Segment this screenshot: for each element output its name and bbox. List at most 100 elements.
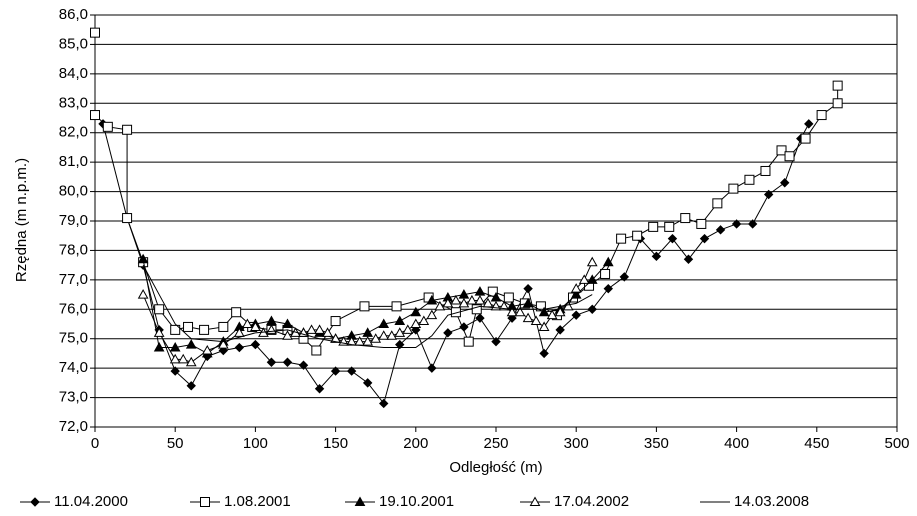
marker xyxy=(391,301,402,312)
marker xyxy=(474,294,486,305)
marker xyxy=(394,327,406,337)
y-tick-label: 83,0 xyxy=(59,94,88,111)
x-tick-label: 450 xyxy=(804,435,829,452)
y-tick-label: 85,0 xyxy=(59,35,88,52)
marker xyxy=(586,274,598,284)
marker xyxy=(298,327,309,337)
marker xyxy=(586,256,598,267)
marker xyxy=(728,183,739,194)
marker xyxy=(242,318,253,328)
marker xyxy=(410,306,422,317)
marker xyxy=(554,306,566,317)
marker xyxy=(362,336,374,346)
marker xyxy=(442,297,454,308)
marker xyxy=(298,360,309,370)
marker xyxy=(378,330,390,340)
y-tick-label: 78,0 xyxy=(59,241,88,258)
marker xyxy=(699,233,710,244)
y-tick-label: 82,0 xyxy=(59,124,88,141)
marker xyxy=(102,121,113,132)
marker xyxy=(763,189,774,200)
marker xyxy=(379,398,389,409)
marker xyxy=(715,225,726,235)
marker xyxy=(402,324,414,334)
marker xyxy=(600,268,611,279)
marker xyxy=(632,230,643,241)
marker xyxy=(776,145,787,156)
marker xyxy=(137,253,149,264)
marker xyxy=(282,357,293,367)
x-tick-label: 150 xyxy=(323,435,348,452)
marker xyxy=(154,304,165,315)
marker xyxy=(760,165,771,176)
marker xyxy=(199,324,210,335)
legend-marker xyxy=(529,496,541,506)
marker xyxy=(231,307,242,318)
marker xyxy=(153,342,165,352)
legend-label: 11.04.2000 xyxy=(54,493,128,510)
marker xyxy=(578,274,590,284)
marker xyxy=(322,327,333,337)
marker xyxy=(266,357,277,367)
x-tick-label: 200 xyxy=(403,435,428,452)
marker xyxy=(186,381,196,391)
marker xyxy=(538,306,550,317)
marker xyxy=(185,356,197,367)
marker xyxy=(530,315,542,326)
marker xyxy=(651,251,662,262)
marker xyxy=(185,339,197,349)
marker xyxy=(667,233,678,244)
marker xyxy=(683,254,694,264)
marker xyxy=(378,318,390,328)
marker xyxy=(306,324,317,334)
marker xyxy=(780,178,790,188)
marker xyxy=(370,333,382,343)
marker xyxy=(466,294,478,305)
legend-label: 17.04.2002 xyxy=(554,493,629,510)
marker xyxy=(314,384,325,394)
marker xyxy=(201,344,213,355)
marker xyxy=(832,98,843,109)
series-line xyxy=(142,261,593,363)
marker xyxy=(648,221,659,232)
marker xyxy=(386,330,398,340)
x-tick-label: 400 xyxy=(724,435,749,452)
marker xyxy=(330,316,341,327)
marker xyxy=(463,336,474,347)
marker xyxy=(359,301,370,312)
legend-marker xyxy=(30,497,40,507)
marker xyxy=(137,289,149,299)
marker xyxy=(170,324,181,335)
plot-frame xyxy=(94,14,898,428)
marker xyxy=(218,321,229,332)
marker xyxy=(471,304,482,315)
x-tick-label: 350 xyxy=(644,435,669,452)
marker xyxy=(346,336,357,346)
marker xyxy=(314,324,325,334)
marker xyxy=(523,283,533,294)
marker xyxy=(832,80,843,91)
marker xyxy=(474,286,486,296)
marker xyxy=(458,297,470,308)
y-tick-label: 75,0 xyxy=(59,330,88,347)
marker xyxy=(250,339,261,350)
y-tick-label: 84,0 xyxy=(59,65,88,82)
x-tick-label: 500 xyxy=(884,435,909,452)
marker xyxy=(410,318,422,328)
marker xyxy=(514,306,526,317)
marker xyxy=(346,366,357,376)
marker xyxy=(217,339,229,349)
marker xyxy=(266,315,277,326)
marker xyxy=(434,300,446,311)
marker xyxy=(587,304,597,314)
series-line xyxy=(102,123,810,405)
marker xyxy=(562,300,574,311)
marker xyxy=(234,342,245,353)
marker xyxy=(282,318,293,328)
marker xyxy=(784,151,795,162)
y-tick-label: 77,0 xyxy=(59,271,88,288)
marker xyxy=(503,292,514,303)
legend-label: 1.08.2001 xyxy=(224,493,291,510)
marker xyxy=(538,321,550,331)
